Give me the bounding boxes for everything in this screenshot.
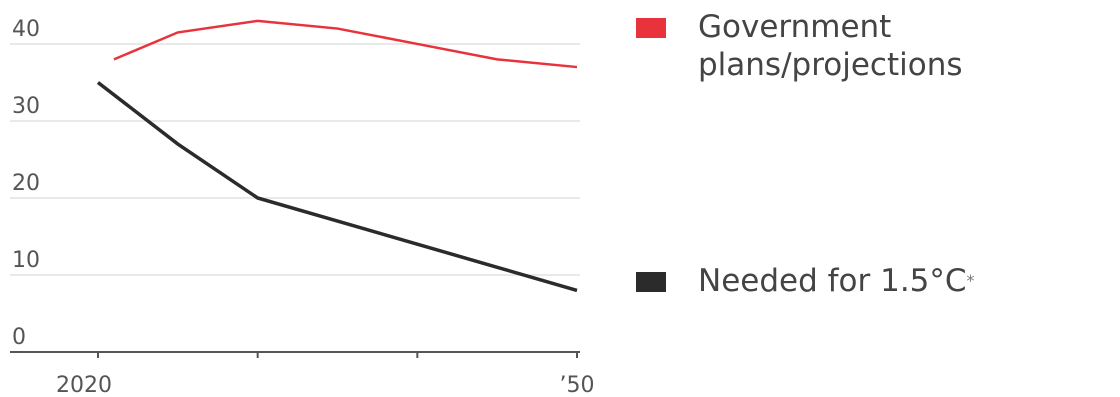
y-tick-label: 40 [12,17,40,42]
legend-label: Needed for 1.5°C [698,263,967,299]
legend-swatch [636,18,666,38]
footnote-marker: * [966,271,975,290]
y-tick-label: 20 [12,171,40,196]
y-tick-label: 10 [12,248,40,273]
legend-item: Needed for 1.5°C* [636,262,1118,300]
legend-label-group: Needed for 1.5°C* [698,262,1118,300]
legend-swatch [636,272,666,292]
series-line [96,81,578,293]
x-tick-label: 2020 [56,373,112,397]
series-line [113,19,578,69]
y-tick-label: 30 [12,94,40,119]
legend-label: Government plans/projections [698,9,963,83]
legend-item: Government plans/projections [636,8,1118,84]
x-tick-label: ’50 [560,373,595,397]
y-tick-label: 0 [12,325,26,350]
